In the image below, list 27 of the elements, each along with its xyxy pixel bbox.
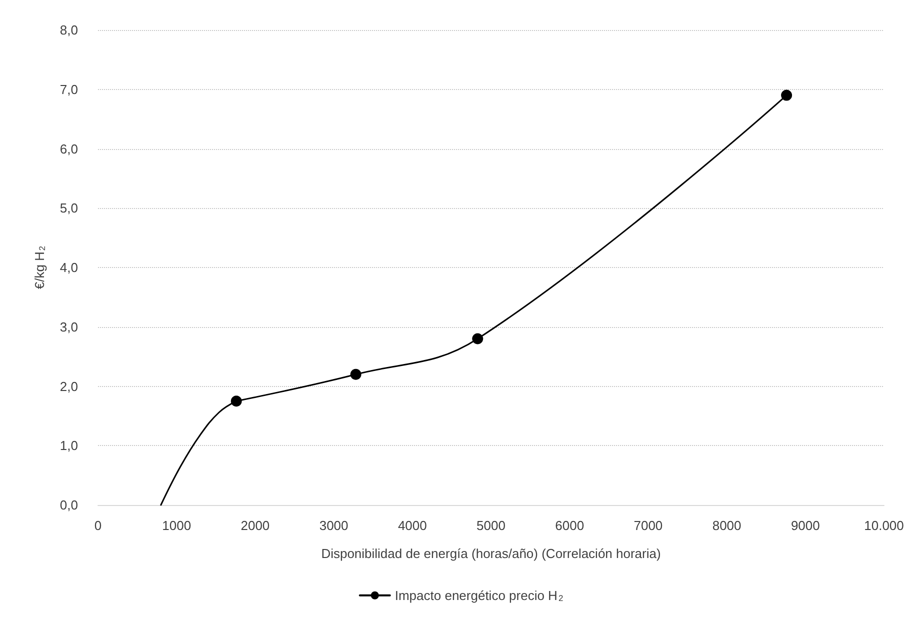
x-tick-label: 9000: [790, 518, 820, 533]
y-tick-label: 8,0: [60, 22, 78, 38]
x-tick-label: 8000: [712, 518, 742, 533]
x-tick-label: 5000: [476, 518, 506, 533]
y-tick-label: 4,0: [60, 260, 78, 275]
y-tick-label: 7,0: [60, 82, 78, 97]
x-tick-label: 7000: [634, 518, 663, 533]
point: [350, 368, 362, 380]
x-tick-label: 0: [94, 518, 102, 533]
y-tick-label: 0,0: [60, 498, 78, 512]
x-tick-label: 1000: [162, 518, 192, 533]
y-tick-label: 2,0: [60, 378, 78, 394]
y-tick-label: 1,0: [60, 438, 78, 454]
y-axis-title: €/kg H2: [32, 246, 47, 290]
x-tick-label: 3000: [319, 518, 348, 533]
point: [781, 90, 792, 101]
x-tick-label: 10.000: [864, 518, 904, 533]
y-tick-label: 3,0: [60, 319, 78, 334]
point: [472, 333, 484, 344]
x-tick-label: 2000: [240, 518, 270, 533]
legend-label: Impacto energético precio H2: [394, 588, 564, 603]
y-tick-label: 6,0: [60, 141, 78, 156]
y-tick-label: 5,0: [60, 200, 78, 216]
x-tick-label: 4000: [398, 518, 427, 533]
x-tick-label: 6000: [555, 518, 584, 533]
x-axis-title: Disponibilidad de energía (horas/año) (Correlación horaria): [321, 546, 661, 561]
point: [230, 396, 242, 407]
